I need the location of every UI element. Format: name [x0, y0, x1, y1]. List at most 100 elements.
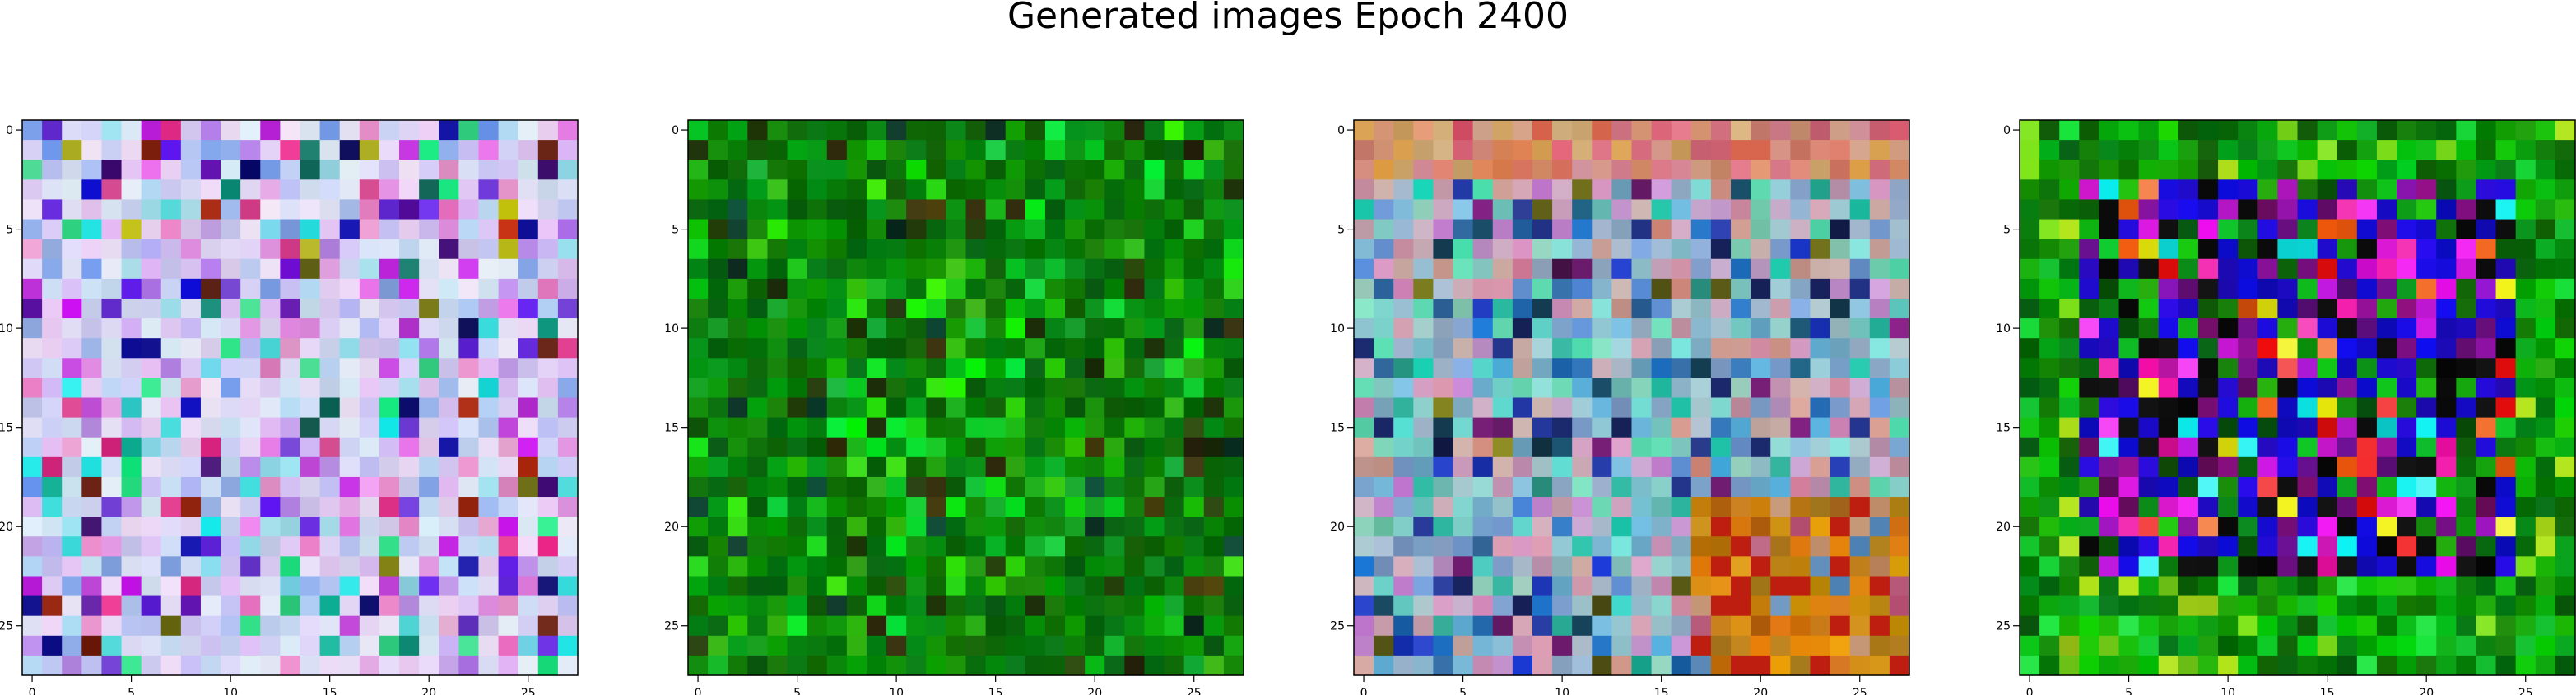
pixel-cell	[1790, 615, 1811, 637]
pixel-cell	[1223, 556, 1244, 577]
pixel-cell	[2158, 476, 2179, 498]
pixel-cell	[1183, 517, 1205, 537]
pixel-cell	[1532, 219, 1553, 240]
pixel-cell	[2555, 635, 2576, 656]
pixel-cell	[2535, 517, 2556, 537]
pixel-cell	[2238, 378, 2258, 399]
pixel-cell	[1183, 239, 1205, 260]
pixel-cell	[2317, 556, 2338, 577]
pixel-cell	[1651, 635, 1672, 656]
pixel-cell	[1223, 476, 1244, 498]
pixel-cell	[688, 456, 709, 478]
pixel-cell	[2218, 536, 2239, 557]
pixel-cell	[1751, 437, 1771, 458]
pixel-cell	[2397, 476, 2417, 498]
pixel-cell	[1512, 476, 1533, 498]
pixel-cell	[946, 417, 967, 438]
pixel-cell	[1869, 576, 1890, 597]
pixel-cell	[2039, 160, 2060, 180]
pixel-cell	[846, 615, 867, 637]
pixel-cell	[1164, 120, 1185, 141]
pixel-cell	[1512, 456, 1533, 478]
pixel-cell	[866, 219, 887, 240]
pixel-cell	[1830, 358, 1851, 378]
pixel-cell	[1532, 595, 1553, 617]
pixel-cell	[728, 258, 748, 280]
pixel-cell	[1492, 378, 1514, 399]
pixel-cell	[846, 378, 867, 399]
pixel-cell	[1374, 140, 1394, 160]
pixel-cell	[2436, 239, 2457, 260]
pixel-cell	[200, 497, 221, 517]
pixel-cell	[1731, 318, 1751, 339]
pixel-cell	[141, 497, 162, 517]
pixel-cell	[807, 179, 828, 201]
pixel-cell	[1889, 417, 1910, 438]
pixel-cell	[2476, 338, 2497, 359]
pixel-cell	[2218, 338, 2239, 359]
pixel-cell	[2197, 378, 2219, 399]
pixel-cell	[1183, 338, 1205, 359]
pixel-cell	[1710, 258, 1732, 280]
pixel-cell	[1183, 219, 1205, 240]
pixel-cell	[300, 378, 321, 399]
pixel-cell	[965, 437, 987, 458]
pixel-cell	[160, 140, 182, 160]
pixel-cell	[280, 298, 301, 319]
pixel-cell	[807, 160, 828, 180]
pixel-cell	[2039, 318, 2060, 339]
pixel-cell	[1552, 437, 1573, 458]
pixel-cell	[2397, 576, 2417, 597]
pixel-cell	[747, 378, 769, 399]
pixel-cell	[2416, 199, 2437, 220]
pixel-cell	[2317, 437, 2338, 458]
pixel-cell	[498, 298, 519, 319]
pixel-cell	[300, 517, 321, 537]
pixel-cell	[101, 219, 123, 240]
pixel-cell	[498, 417, 519, 438]
pixel-cell	[1374, 120, 1394, 141]
pixel-cell	[2535, 120, 2556, 141]
pixel-cell	[767, 497, 788, 517]
pixel-cell	[1751, 338, 1771, 359]
pixel-cell	[1869, 199, 1890, 220]
pixel-cell	[965, 476, 987, 498]
pixel-cell	[280, 199, 301, 220]
pixel-cell	[747, 397, 769, 419]
pixel-cell	[688, 615, 709, 637]
pixel-cell	[1532, 635, 1553, 656]
pixel-cell	[965, 219, 987, 240]
pixel-cell	[537, 298, 559, 319]
pixel-cell	[1144, 655, 1165, 676]
pixel-cell	[2079, 437, 2100, 458]
pixel-cell	[1611, 417, 1633, 438]
pixel-cell	[379, 120, 400, 141]
pixel-cell	[1592, 615, 1612, 637]
pixel-cell	[2138, 655, 2160, 676]
pixel-cell	[478, 378, 500, 399]
pixel-cell	[2317, 219, 2338, 240]
pixel-cell	[379, 160, 400, 180]
pixel-cell	[1203, 219, 1225, 240]
pixel-cell	[1592, 378, 1612, 399]
pixel-cell	[2356, 378, 2378, 399]
pixel-cell	[81, 595, 103, 617]
pixel-cell	[339, 358, 360, 378]
pixel-cell	[1223, 437, 1244, 458]
pixel-cell	[22, 635, 43, 656]
pixel-cell	[1005, 456, 1026, 478]
pixel-cell	[1810, 199, 1831, 220]
pixel-cell	[747, 358, 769, 378]
pixel-cell	[2099, 536, 2120, 557]
pixel-cell	[886, 536, 907, 557]
pixel-cell	[1532, 576, 1553, 597]
pixel-cell	[1492, 358, 1514, 378]
pixel-cell	[2337, 298, 2358, 319]
pixel-cell	[946, 199, 967, 220]
pixel-cell	[1085, 378, 1105, 399]
pixel-cell	[1413, 615, 1434, 637]
pixel-cell	[2356, 338, 2378, 359]
pixel-cell	[708, 278, 728, 299]
pixel-cell	[2476, 456, 2497, 478]
pixel-cell	[1183, 160, 1205, 180]
